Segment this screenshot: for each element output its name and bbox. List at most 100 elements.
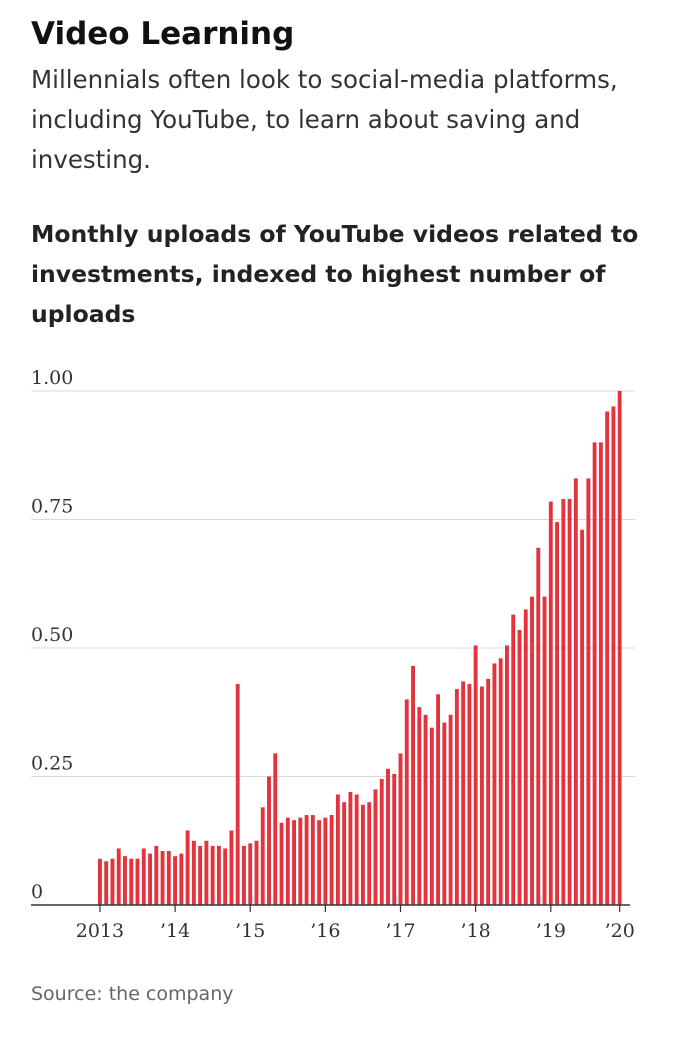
bar: [323, 817, 328, 905]
bar: [148, 853, 152, 905]
bar: [561, 498, 566, 905]
bar: [310, 815, 315, 905]
bar: [492, 663, 497, 905]
bar: [329, 815, 334, 905]
bar: [486, 678, 491, 905]
bar: [573, 478, 578, 905]
bar: [342, 802, 347, 905]
bar: [267, 776, 271, 905]
bar: [317, 820, 322, 905]
x-axis: 2013 ’14 ’15 ’16 ’17 ’18 ’19 ’20: [31, 904, 635, 942]
y-tick-label: 0.25: [31, 753, 73, 775]
y-tick-label: 0: [31, 881, 43, 903]
bar: [498, 658, 503, 905]
bar: [354, 794, 359, 905]
bar: [373, 789, 378, 905]
bar: [605, 411, 610, 905]
bar: [279, 822, 284, 905]
bars: [98, 391, 622, 905]
bar: [592, 442, 597, 905]
bar: [210, 845, 215, 905]
bar: [398, 753, 403, 905]
bar: [104, 861, 109, 905]
bar: [185, 830, 190, 905]
bar: [229, 830, 234, 905]
bar: [160, 851, 165, 905]
bar: [379, 779, 384, 905]
x-tick-label: ’16: [310, 920, 340, 942]
bar: [436, 694, 441, 905]
y-tick-label: 0.50: [31, 624, 73, 646]
subtitle: Millennials often look to social-media p…: [31, 65, 618, 174]
x-tick-label: 2013: [76, 920, 124, 942]
bar: [110, 858, 115, 905]
bar: [179, 853, 184, 905]
bar: [235, 683, 240, 905]
gridlines: 0 0.25 0.50 0.75 1.00: [31, 367, 635, 903]
bar: [555, 522, 559, 905]
bar: [273, 753, 278, 905]
bar: [260, 807, 265, 905]
bar: [511, 614, 516, 905]
x-tick-label: ’18: [461, 920, 491, 942]
bar: [135, 858, 140, 905]
bar: [198, 845, 203, 905]
bar-chart: 0 0.25 0.50 0.75 1.00 2013 ’14 ’15 ’16 ’17 ’18 ’19…: [31, 367, 635, 942]
bar: [223, 848, 228, 905]
bar: [542, 596, 547, 905]
bar: [242, 845, 246, 905]
x-tick-label: ’17: [385, 920, 415, 942]
bar: [154, 845, 159, 905]
bar: [216, 845, 221, 905]
bar: [611, 406, 616, 905]
bar: [285, 817, 290, 905]
y-tick-label: 0.75: [31, 496, 73, 518]
bar: [411, 665, 415, 905]
bar: [304, 815, 309, 905]
bar: [461, 681, 466, 905]
bar: [423, 714, 428, 905]
bar: [454, 689, 459, 905]
bar: [442, 722, 447, 905]
bar: [517, 630, 522, 905]
bar: [298, 817, 303, 905]
bar: [123, 856, 127, 905]
chart-title: Monthly uploads of YouTube videos relate…: [31, 220, 639, 328]
bar: [479, 686, 484, 905]
x-tick-label: ’20: [605, 920, 635, 942]
bar: [254, 840, 259, 905]
bar: [598, 442, 603, 905]
bar: [536, 547, 541, 905]
bar: [141, 848, 146, 905]
bar: [292, 820, 296, 905]
y-tick-label: 1.00: [31, 367, 73, 389]
bar: [567, 498, 572, 905]
bar: [248, 843, 253, 905]
bar: [523, 609, 528, 905]
bar: [429, 727, 434, 905]
x-tick-label: ’15: [235, 920, 265, 942]
bar: [392, 773, 397, 905]
bar: [467, 683, 472, 905]
bar: [166, 851, 171, 905]
x-tick-label: ’14: [160, 920, 190, 942]
source-note: Source: the company: [31, 983, 234, 1005]
bar: [617, 391, 622, 905]
bar: [404, 699, 409, 905]
bar: [417, 707, 422, 905]
bar: [173, 856, 178, 905]
bar: [348, 791, 353, 905]
bar: [448, 714, 453, 905]
bar: [505, 645, 509, 905]
bar: [191, 840, 196, 905]
bar: [386, 768, 390, 905]
bar: [548, 501, 553, 905]
x-tick-label: ’19: [536, 920, 566, 942]
bar: [367, 802, 372, 905]
headline: Video Learning: [31, 16, 295, 52]
bar: [473, 645, 478, 905]
bar: [361, 804, 365, 905]
bar: [335, 794, 340, 905]
bar: [129, 858, 134, 905]
bar: [204, 840, 209, 905]
